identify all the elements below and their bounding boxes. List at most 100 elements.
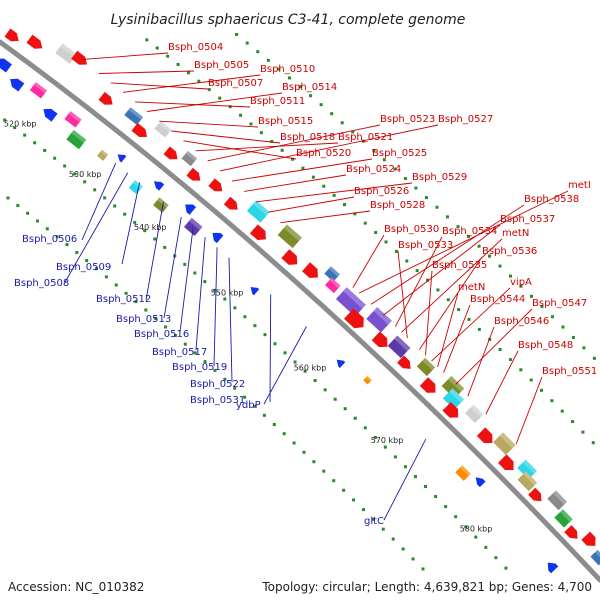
gene-feature [128, 180, 143, 195]
gene-label-forward: metN [458, 282, 485, 293]
tick-dot [272, 422, 276, 426]
tick-dot [183, 262, 187, 266]
gene-feature [153, 181, 165, 191]
gene-feature [71, 50, 87, 65]
gene-feature [55, 43, 77, 64]
leader-line [515, 376, 543, 445]
gene-label-reverse: Bsph_0516 [134, 329, 189, 340]
tick-dot [277, 67, 281, 71]
tick-dot [322, 184, 326, 188]
tick-dot [446, 298, 450, 302]
gene-feature [455, 465, 471, 481]
tick-dot [65, 243, 69, 247]
tick-dot [85, 259, 89, 263]
tick-dot [581, 430, 585, 434]
tick-dot [401, 547, 405, 551]
gene-label-forward: Bsph_0510 [260, 64, 315, 75]
tick-dot [164, 325, 168, 329]
tick-dot [519, 284, 523, 288]
gene-feature [208, 178, 223, 192]
gene-feature [302, 262, 318, 278]
gene-label-forward: metN [502, 228, 529, 239]
gene-feature [465, 404, 484, 423]
leader-line [358, 190, 569, 294]
gene-label-forward: Bsph_0514 [282, 82, 337, 93]
gene-feature [517, 471, 538, 492]
tick-dot [263, 333, 267, 337]
gene-feature [336, 359, 346, 368]
tick-dot [123, 212, 127, 216]
tick-dot [302, 450, 306, 454]
tick-dot [114, 283, 118, 287]
gene-label-forward: Bsph_0548 [518, 340, 573, 351]
gene-feature [98, 91, 113, 105]
tick-dot [193, 351, 197, 355]
leader-line [110, 82, 209, 90]
gene-label-forward: Bsph_0526 [354, 186, 409, 197]
tick-dot [13, 126, 17, 130]
leader-line [400, 238, 503, 333]
gene-label-reverse: Bsph_0509 [56, 262, 111, 273]
tick-dot [166, 54, 170, 58]
genome-backbone [0, 39, 600, 583]
kbp-tick-label: 580 kbp [460, 525, 493, 534]
gene-feature [154, 120, 172, 138]
tick-dot [340, 121, 344, 125]
tick-dot [249, 122, 253, 126]
tick-dot [33, 141, 37, 145]
tick-dot [444, 505, 448, 509]
tick-dot [540, 388, 544, 392]
gene-label-reverse: Bsph_0517 [152, 347, 207, 358]
tick-dot [301, 166, 305, 170]
gene-label-forward: Bsph_0537 [500, 214, 555, 225]
tick-dot [155, 46, 159, 50]
tick-dot [245, 41, 249, 45]
gene-feature [10, 78, 25, 92]
tick-dot [342, 488, 346, 492]
tick-dot [280, 148, 284, 152]
tick-dot [186, 71, 190, 75]
tick-dot [393, 167, 397, 171]
gene-label-reverse: Bsph_0519 [172, 362, 227, 373]
gene-feature [246, 200, 270, 223]
genome-summary-text: Topology: circular; Length: 4,639,821 bp… [262, 580, 592, 594]
tick-dot [144, 308, 148, 312]
kbp-tick-label: 550 kbp [211, 289, 244, 298]
tick-dot [393, 455, 397, 459]
leader-line [397, 250, 408, 339]
tick-dot [560, 409, 564, 413]
leader-line [159, 120, 259, 128]
gene-feature [416, 357, 436, 377]
tick-dot [235, 32, 239, 36]
gene-label-forward: Bsph_0504 [168, 42, 223, 53]
tick-dot [383, 445, 387, 449]
gene-label-reverse: Bsph_0506 [22, 234, 77, 245]
tick-dot [332, 193, 336, 197]
tick-dot [498, 264, 502, 268]
tick-dot [351, 130, 355, 134]
tick-dot [445, 215, 449, 219]
gene-label-forward: Bsph_0547 [532, 298, 587, 309]
tick-dot [223, 377, 227, 381]
gene-feature [554, 509, 573, 528]
tick-dot [434, 495, 438, 499]
gene-feature [0, 58, 12, 73]
gene-feature [64, 111, 82, 128]
tick-dot [415, 269, 419, 273]
gene-label-forward: Bsph_0551 [542, 366, 597, 377]
tick-dots [3, 32, 596, 571]
tick-dot [223, 297, 227, 301]
leader-line [195, 142, 339, 152]
leader-line [135, 101, 251, 108]
tick-dot [45, 227, 49, 231]
gene-feature [26, 34, 43, 49]
gene-label-reverse: Bsph_0513 [116, 314, 171, 325]
tick-dot [394, 249, 398, 253]
gene-label-forward: Bsph_0524 [346, 164, 401, 175]
tick-dot [456, 225, 460, 229]
gene-feature [371, 331, 388, 348]
tick-dot [259, 131, 263, 135]
leader-line [382, 224, 501, 316]
tick-dot [519, 368, 523, 372]
gene-feature [66, 129, 87, 150]
